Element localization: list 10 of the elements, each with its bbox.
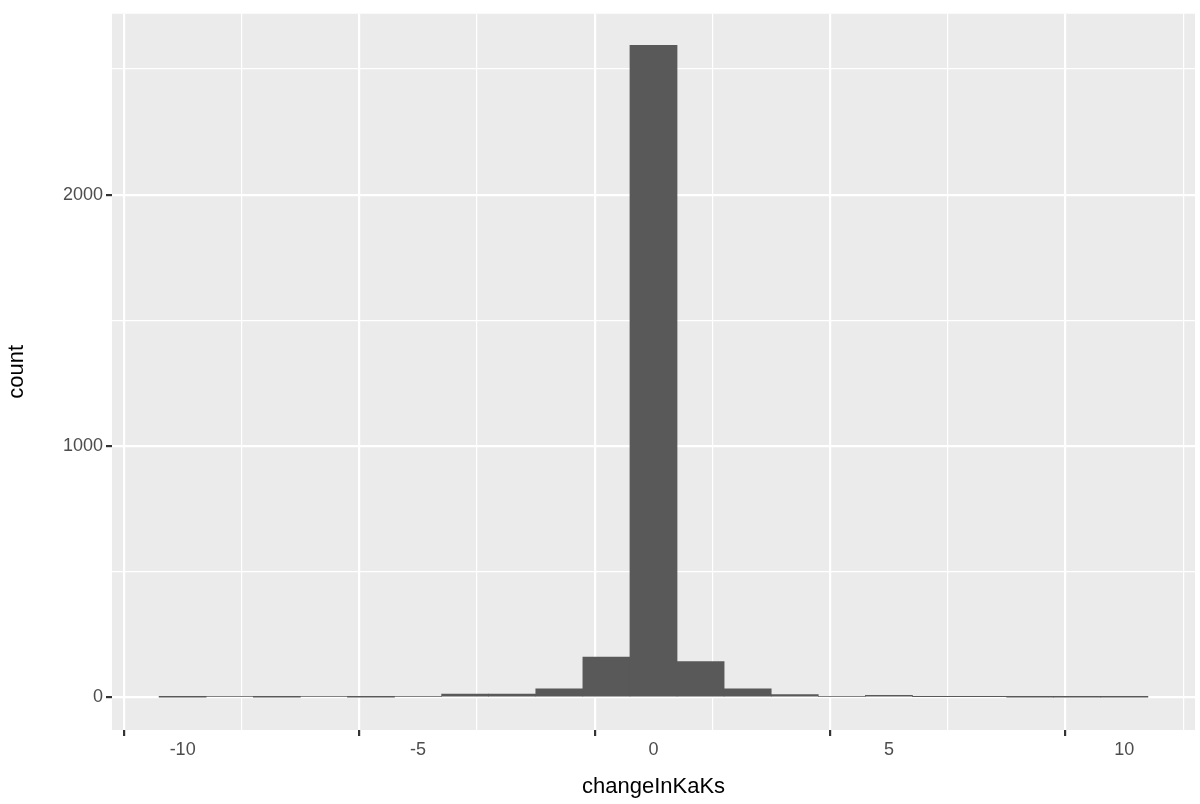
x-axis-title: changeInKaKs bbox=[581, 772, 726, 798]
y-axis-title: count bbox=[3, 344, 29, 399]
x-tick-label: 10 bbox=[1114, 738, 1135, 759]
x-tick-label: 5 bbox=[883, 738, 894, 759]
y-tick-label: 1000 bbox=[62, 435, 103, 455]
x-tick-label: -10 bbox=[169, 738, 196, 759]
x-tick-label: 0 bbox=[648, 738, 659, 759]
y-tick-label: 2000 bbox=[62, 183, 103, 204]
y-tick-label: 0 bbox=[92, 686, 103, 707]
x-tick-label: -5 bbox=[410, 738, 427, 759]
